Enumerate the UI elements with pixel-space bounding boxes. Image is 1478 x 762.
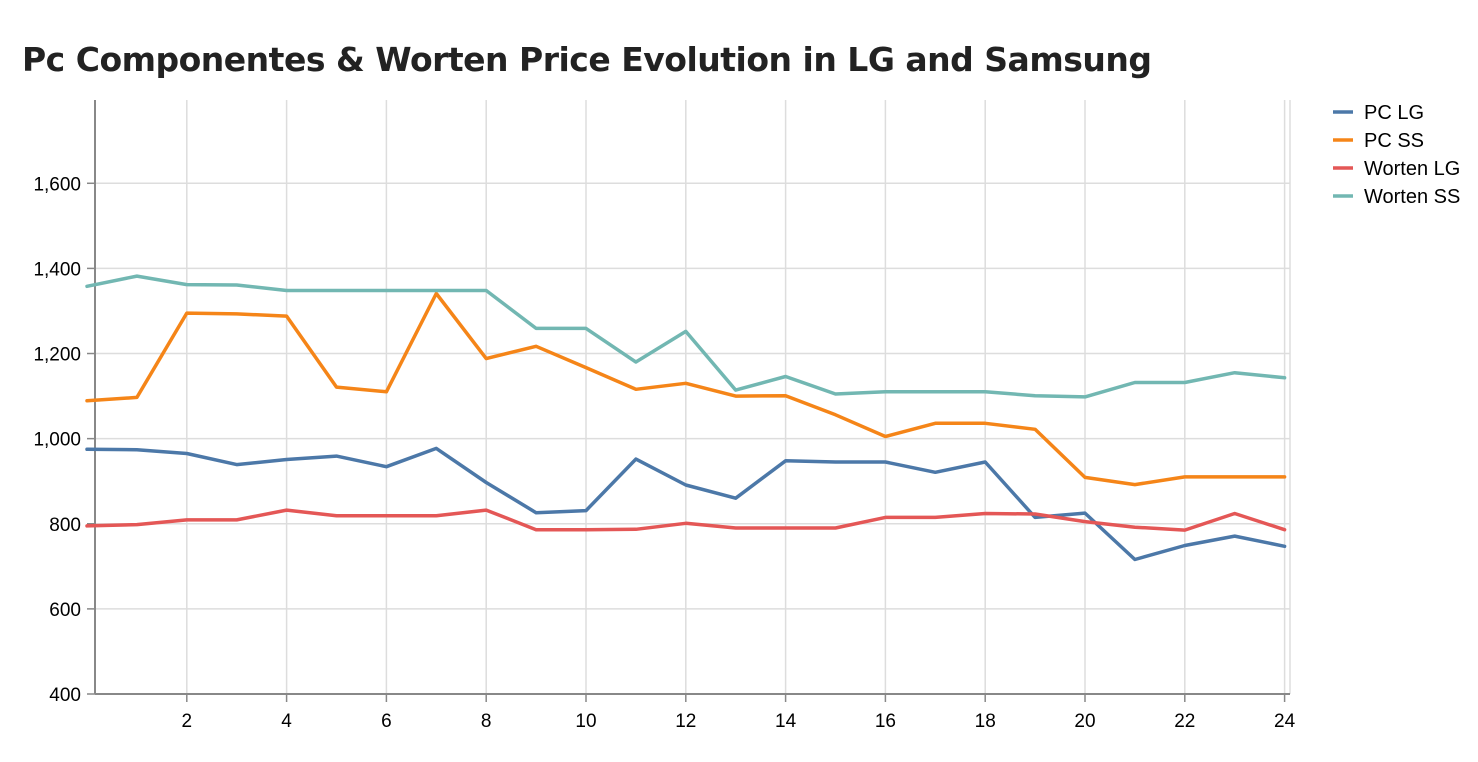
x-tick-label: 8 <box>481 711 492 732</box>
y-tick-label: 1,600 <box>33 174 81 195</box>
x-tick-label: 18 <box>975 711 996 732</box>
x-tick-label: 22 <box>1174 711 1195 732</box>
series-line-pc-lg <box>85 446 1287 562</box>
x-tick-label: 2 <box>182 711 193 732</box>
y-tick-label: 800 <box>49 515 81 536</box>
legend-label-pc-lg: PC LG <box>1364 102 1424 124</box>
y-tick-label: 400 <box>49 685 81 706</box>
gridlines <box>95 100 1291 695</box>
x-tick-label: 12 <box>675 711 696 732</box>
x-tick-label: 6 <box>381 711 392 732</box>
x-tick-label: 16 <box>875 711 896 732</box>
chart-title: Pc Componentes & Worten Price Evolution … <box>22 40 1152 79</box>
x-tick-label: 20 <box>1074 711 1095 732</box>
legend-label-pc-ss: PC SS <box>1364 130 1424 152</box>
legend-label-worten-lg: Worten LG <box>1364 158 1460 180</box>
legend-label-worten-ss: Worten SS <box>1364 186 1460 208</box>
series-line-worten-ss <box>85 274 1287 399</box>
legend: PC LG PC SS Worten LG Worten SS <box>1333 102 1460 208</box>
series-line-worten-lg <box>85 508 1287 532</box>
axes: 2 4 6 8 10 12 14 16 18 20 22 244006008001,0001,2001… <box>33 100 1296 732</box>
x-tick-label: 14 <box>775 711 797 732</box>
y-tick-label: 1,400 <box>33 259 81 280</box>
y-tick-label: 1,000 <box>33 430 81 451</box>
x-tick-label: 24 <box>1274 711 1296 732</box>
series-line-pc-ss <box>85 291 1287 487</box>
y-tick-label: 1,200 <box>33 345 81 366</box>
y-tick-label: 600 <box>49 600 81 621</box>
x-tick-label: 4 <box>281 711 292 732</box>
series-lines <box>85 274 1287 562</box>
x-tick-label: 10 <box>575 711 596 732</box>
